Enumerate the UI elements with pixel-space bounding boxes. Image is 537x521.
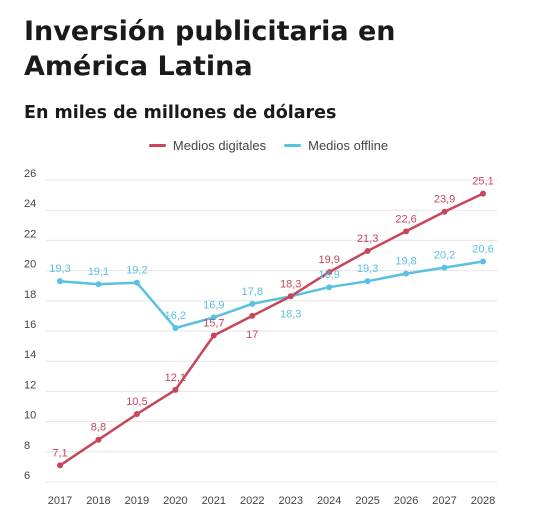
legend-label-digital: Medios digitales: [172, 138, 267, 153]
data-label-digital: 18,3: [280, 278, 301, 290]
y-tick-label: 20: [24, 259, 36, 271]
x-tick-label: 2021: [202, 495, 226, 507]
y-tick-label: 10: [24, 410, 36, 422]
data-point-digital: [326, 269, 333, 276]
data-label-digital: 17: [246, 329, 258, 341]
x-tick-label: 2017: [48, 495, 72, 507]
data-point-offline: [249, 300, 256, 307]
x-tick-label: 2028: [471, 495, 495, 507]
data-point-digital: [172, 386, 179, 393]
x-tick-label: 2020: [163, 495, 187, 507]
data-label-offline: 20,6: [472, 244, 493, 256]
y-tick-label: 12: [24, 379, 36, 391]
y-tick-label: 8: [24, 440, 30, 452]
data-point-offline: [326, 284, 333, 291]
legend-label-offline: Medios offline: [308, 138, 389, 153]
data-point-offline: [364, 278, 371, 285]
chart-subtitle: En miles de millones de dólares: [24, 103, 337, 123]
data-label-digital: 19,9: [318, 254, 339, 266]
x-tick-label: 2024: [317, 495, 341, 507]
x-tick-label: 2022: [240, 495, 264, 507]
data-point-offline: [210, 314, 217, 321]
legend-item-digital[interactable]: Medios digitales: [148, 138, 267, 153]
x-tick-label: 2019: [125, 495, 149, 507]
data-label-digital: 25,1: [472, 176, 493, 188]
y-tick-label: 22: [24, 228, 36, 240]
y-tick-label: 24: [24, 198, 36, 210]
data-point-digital: [210, 332, 217, 339]
x-axis-ticks: 2017 2018 2019 2020 2021 2022 2023 2024 2025 2026…: [48, 495, 495, 507]
y-axis-ticks: 6 8 10 12 14 16 18 20 22 24 26: [24, 168, 36, 482]
x-tick-label: 2023: [278, 495, 302, 507]
data-point-digital: [480, 190, 486, 197]
data-label-digital: 23,9: [434, 194, 455, 206]
data-label-offline: 20,2: [434, 250, 455, 262]
x-tick-label: 2025: [355, 495, 379, 507]
data-label-offline: 19,3: [49, 263, 70, 275]
data-point-offline: [133, 279, 140, 286]
legend: Medios digitales Medios offline: [0, 138, 537, 153]
legend-swatch-offline: [284, 144, 302, 147]
data-label-offline: 18,3: [280, 308, 301, 320]
chart-title: Inversión publicitaria en América Latina: [24, 16, 396, 82]
y-tick-label: 16: [24, 319, 36, 331]
grid-lines: [46, 179, 497, 483]
data-point-digital: [249, 312, 256, 319]
data-label-digital: 7,1: [52, 447, 67, 459]
legend-swatch-digital: [148, 144, 166, 147]
series: [57, 190, 486, 469]
data-point-offline: [403, 270, 410, 277]
data-label-offline: 19,8: [395, 256, 416, 268]
series-line-offline: [58, 260, 485, 330]
data-label-offline: 19,1: [88, 266, 109, 278]
data-label-offline: 18,9: [318, 269, 339, 281]
x-tick-label: 2026: [394, 495, 418, 507]
data-label-digital: 15,7: [203, 318, 224, 330]
data-label-offline: 16,9: [203, 299, 224, 311]
data-point-digital: [441, 208, 448, 215]
data-point-digital: [364, 247, 371, 254]
x-tick-label: 2018: [86, 495, 110, 507]
y-tick-label: 18: [24, 289, 36, 301]
data-point-digital: [287, 293, 294, 300]
data-label-digital: 8,8: [91, 422, 106, 434]
data-point-digital: [133, 411, 140, 418]
data-label-offline: 16,2: [165, 310, 186, 322]
data-point-offline: [172, 324, 179, 331]
data-label-digital: 21,3: [357, 233, 378, 245]
data-label-digital: 10,5: [126, 396, 147, 408]
y-tick-label: 6: [24, 470, 30, 482]
data-point-offline: [57, 278, 63, 285]
data-label-offline: 19,2: [126, 265, 147, 277]
data-label-offline: 19,3: [357, 263, 378, 275]
data-point-digital: [403, 228, 410, 235]
series-line-digital: [58, 192, 485, 467]
data-labels: 7,1 8,8 10,5 12,1 15,7 17 18,3 19,9 21,3 22,6 23,9…: [49, 176, 493, 460]
data-label-offline: 17,8: [242, 286, 263, 298]
data-point-offline: [95, 281, 102, 288]
legend-item-offline[interactable]: Medios offline: [284, 138, 388, 153]
data-point-digital: [57, 462, 63, 469]
data-label-digital: 22,6: [395, 213, 416, 225]
x-tick-label: 2027: [432, 495, 456, 507]
y-tick-label: 26: [24, 168, 36, 180]
y-tick-label: 14: [24, 349, 36, 361]
data-point-digital: [95, 436, 102, 443]
data-point-offline: [480, 258, 486, 265]
data-point-offline: [441, 264, 448, 271]
data-label-digital: 12,1: [165, 372, 186, 384]
